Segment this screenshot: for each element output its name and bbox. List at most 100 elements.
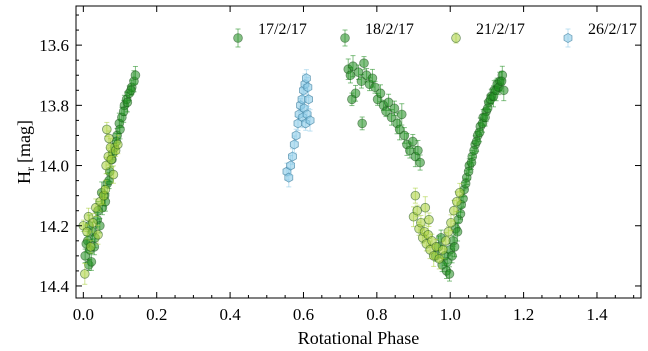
- data-point: [375, 84, 386, 103]
- data-point: [305, 109, 315, 132]
- circle-marker: [482, 103, 493, 114]
- hexagon-marker: [286, 160, 296, 171]
- circle-marker: [407, 136, 418, 147]
- data-point: [359, 56, 369, 71]
- circle-marker: [113, 139, 123, 150]
- circle-marker: [498, 85, 509, 96]
- hexagon-marker: [305, 115, 315, 126]
- x-tick-label: 1.4: [586, 305, 608, 324]
- data-point: [498, 79, 509, 102]
- legend-item-1: 17/2/17: [233, 21, 307, 48]
- x-tick-label: 0.8: [366, 305, 387, 324]
- circle-marker: [449, 205, 459, 216]
- circle-marker: [340, 33, 350, 43]
- circle-marker: [399, 130, 410, 141]
- circle-marker: [102, 124, 112, 135]
- circle-marker: [86, 257, 97, 267]
- circle-marker: [126, 85, 136, 96]
- x-tick-label: 1.2: [513, 305, 534, 324]
- ticks-layer: 0.0 0.2 0.4 0.6 0.8 1.0 1.2 1.4 13.6 13.8 14.0 14.2…: [39, 6, 641, 324]
- data-point: [347, 92, 357, 107]
- data-point: [420, 196, 431, 220]
- circle-marker: [451, 33, 461, 43]
- x-tick-label: 0.2: [146, 305, 167, 324]
- data-point: [130, 65, 141, 85]
- circle-marker: [108, 169, 119, 180]
- circle-marker: [496, 76, 507, 87]
- x-tick-label: 0.6: [293, 305, 314, 324]
- circle-marker: [415, 157, 425, 168]
- data-point: [100, 179, 111, 200]
- circle-marker: [130, 70, 141, 81]
- x-tick-label: 0.0: [73, 305, 94, 324]
- circle-marker: [412, 205, 423, 216]
- data-point: [291, 128, 301, 143]
- data-point: [449, 236, 460, 258]
- y-axis-title: Hr [mag]: [14, 120, 37, 184]
- data-point: [80, 263, 90, 285]
- data-point: [389, 100, 400, 117]
- legend-item-4: 26/2/17: [563, 21, 637, 48]
- data-point: [460, 177, 471, 190]
- circle-marker: [444, 269, 455, 279]
- circle-marker: [122, 97, 133, 108]
- data-point: [482, 102, 493, 115]
- legend-label: 21/2/17: [476, 21, 525, 38]
- data-point: [85, 240, 96, 254]
- circle-marker: [396, 109, 407, 120]
- circle-marker: [115, 124, 125, 135]
- legend: 17/2/17 18/2/17 21/2/17 26/2/17: [233, 21, 637, 48]
- data-point: [115, 119, 125, 140]
- hexagon-marker: [288, 151, 297, 162]
- data-point: [412, 204, 423, 217]
- circle-marker: [375, 88, 386, 99]
- y-tick-label: 14.2: [39, 217, 69, 236]
- circle-marker: [348, 61, 358, 72]
- legend-marker: [563, 28, 573, 48]
- circle-marker: [118, 106, 129, 117]
- circle-marker: [345, 70, 356, 81]
- circle-marker: [357, 118, 367, 129]
- circle-marker: [85, 242, 96, 252]
- data-point: [304, 89, 313, 110]
- series-3: [78, 121, 465, 285]
- data-point: [383, 93, 394, 111]
- hexagon-marker: [284, 172, 294, 183]
- circle-marker: [88, 217, 98, 228]
- hexagon-marker: [304, 94, 313, 105]
- circle-marker: [104, 133, 114, 144]
- data-point: [126, 84, 136, 96]
- y-tick-label: 14.0: [39, 157, 69, 176]
- circle-marker: [449, 242, 460, 252]
- circle-marker: [480, 112, 490, 123]
- y-axis-title-sub: r: [23, 167, 37, 171]
- hexagon-marker: [563, 32, 573, 44]
- x-tick-label: 0.4: [219, 305, 241, 324]
- data-point: [113, 134, 123, 155]
- legend-label: 18/2/17: [365, 21, 414, 38]
- circle-marker: [413, 145, 423, 156]
- legend-item-2: 18/2/17: [340, 21, 414, 47]
- circle-marker: [82, 226, 92, 237]
- circle-marker: [420, 202, 431, 213]
- data-point: [443, 226, 454, 238]
- y-axis-title-main: H: [14, 171, 34, 184]
- data-point: [410, 187, 421, 204]
- data-point: [370, 80, 380, 94]
- series-4: [282, 69, 315, 188]
- data-point: [396, 103, 407, 126]
- hexagon-marker: [303, 82, 313, 93]
- data-point: [444, 266, 455, 282]
- y-tick-label: 13.8: [39, 96, 69, 115]
- circle-marker: [460, 178, 471, 189]
- circle-marker: [389, 103, 400, 114]
- circle-marker: [80, 269, 90, 279]
- data-point: [88, 212, 98, 233]
- data-point: [466, 154, 477, 171]
- circle-marker: [370, 82, 380, 93]
- circle-marker: [469, 145, 479, 156]
- y-axis-title-unit: [mag]: [14, 120, 34, 163]
- legend-marker: [233, 28, 243, 48]
- legend-item-3: 21/2/17: [451, 21, 525, 44]
- data-point: [106, 150, 117, 169]
